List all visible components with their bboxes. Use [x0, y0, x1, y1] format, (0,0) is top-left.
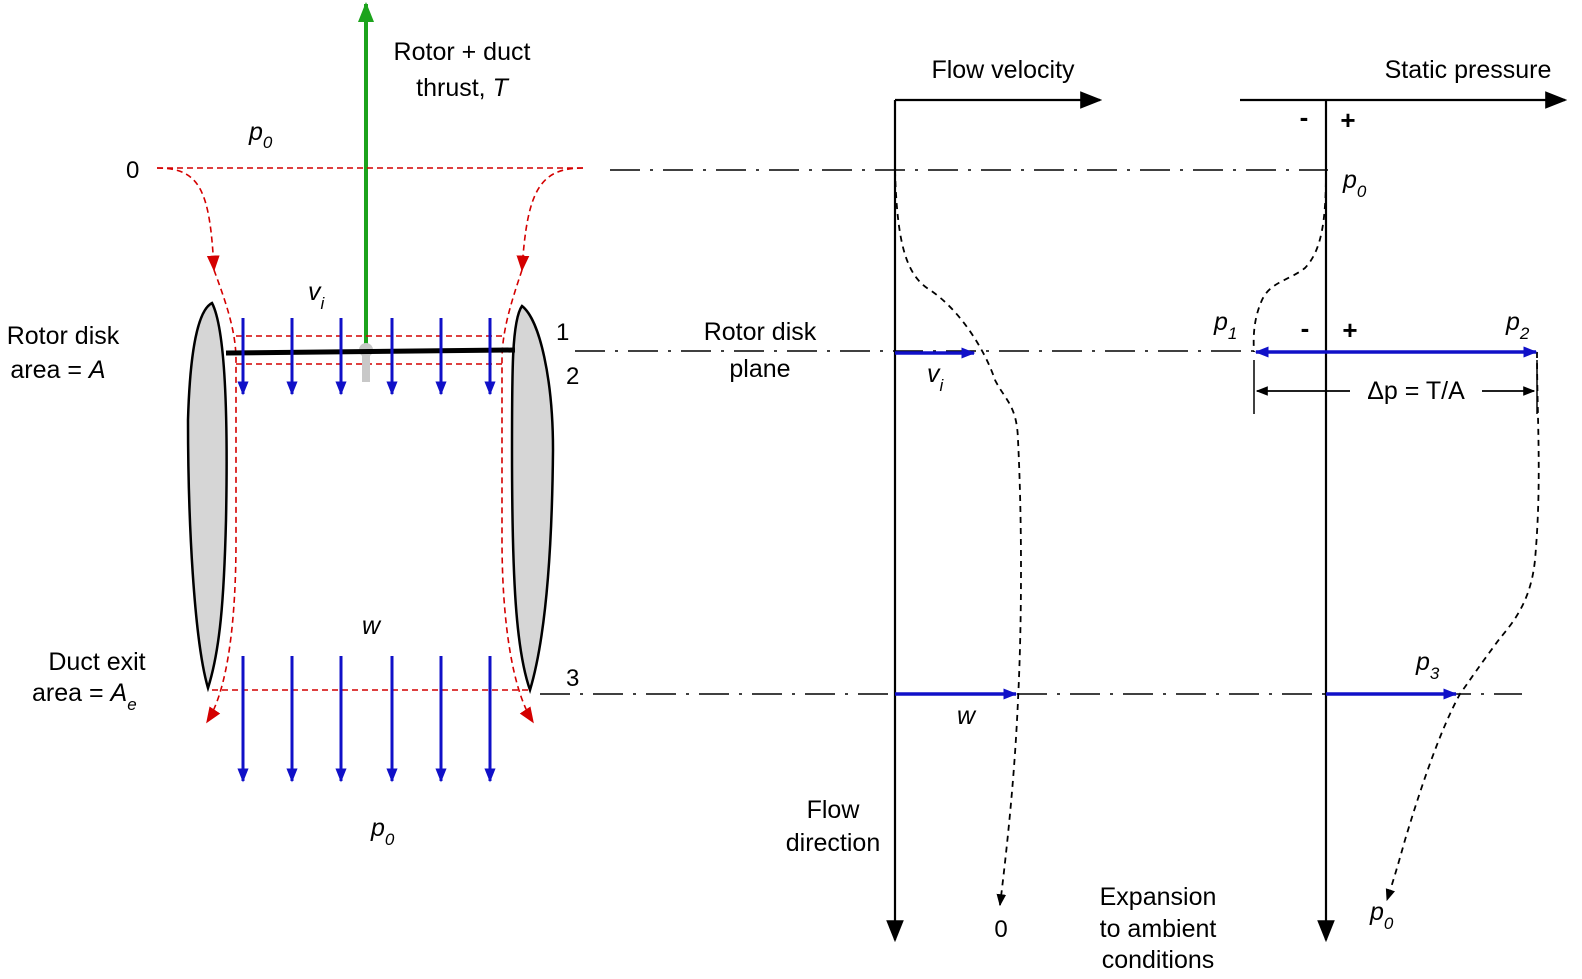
rotor-plane-line1: Rotor disk	[704, 318, 817, 346]
rotor-area-line2: area = A	[10, 356, 105, 384]
duct-left-wall	[186, 301, 228, 693]
thrust-label-line2: thrust, T	[416, 74, 509, 102]
rotor-plane-line2: plane	[729, 355, 790, 383]
exit-area-line2: area = Ae	[32, 679, 137, 714]
streamline-right-lower	[501, 269, 534, 724]
pressure-p1-label: p1	[1213, 308, 1237, 343]
station-1-label: 1	[556, 319, 569, 346]
delta-p-label-bg	[1352, 370, 1480, 404]
velocity-zero-label: 0	[994, 916, 1007, 943]
exit-outflow-arrows	[237, 656, 496, 783]
pressure-minus-mid: -	[1301, 313, 1310, 343]
duct-vi-label: vi	[308, 278, 326, 313]
rotor-area-line1: Rotor disk	[7, 322, 120, 350]
streamline-left	[156, 167, 220, 272]
pressure-p0-label: p0	[1342, 166, 1367, 201]
duct-right-wall	[510, 304, 555, 695]
station-0-label: 0	[126, 157, 139, 184]
station-3-label: 3	[566, 665, 579, 692]
velocity-plot-title: Flow velocity	[931, 56, 1075, 84]
station-2-label: 2	[566, 363, 579, 390]
expansion-line2: to ambient	[1100, 915, 1217, 943]
pressure-plot: Δp = T/A Static pressure - + - + p0 p1 p…	[1100, 56, 1568, 974]
p0-bottom-label: p0	[370, 814, 395, 849]
duct-w-label: w	[362, 612, 382, 640]
thrust-label-line1: Rotor + duct	[394, 38, 531, 66]
expansion-line3: conditions	[1102, 946, 1215, 974]
flow-direction-line1: Flow	[807, 796, 861, 824]
expansion-line1: Expansion	[1100, 883, 1217, 911]
pressure-plus-mid: +	[1342, 315, 1357, 345]
flow-direction-line2: direction	[786, 829, 881, 857]
pressure-p2-label: p2	[1505, 308, 1530, 343]
rotor-disk	[225, 347, 516, 356]
station-lines	[540, 169, 1522, 695]
velocity-vi-label: vi	[927, 360, 945, 395]
pressure-p3-label: p3	[1415, 648, 1440, 683]
disk-inflow-arrows	[237, 318, 496, 396]
pressure-profile-lower	[1385, 351, 1540, 902]
velocity-w-label: w	[957, 702, 977, 730]
duct-section: Rotor + duct thrust, T p0 0 1 2 3 vi w R…	[7, 2, 584, 849]
velocity-profile-curve	[894, 169, 1022, 907]
velocity-plot: Flow velocity Rotor disk plane vi w Flow…	[704, 56, 1103, 943]
pressure-plot-title: Static pressure	[1385, 56, 1552, 84]
pressure-minus-top: -	[1300, 102, 1309, 132]
streamline-left-lower	[206, 269, 237, 724]
streamline-right	[516, 167, 584, 272]
delta-p-label: Δp = T/A	[1367, 377, 1465, 405]
exit-area-line1: Duct exit	[48, 648, 145, 676]
rotor-hub	[362, 348, 370, 382]
pressure-plus-top: +	[1340, 105, 1355, 135]
pressure-p0-end-label: p0	[1369, 898, 1394, 933]
pressure-profile-upper	[1252, 169, 1327, 353]
p0-top-label: p0	[248, 118, 273, 152]
